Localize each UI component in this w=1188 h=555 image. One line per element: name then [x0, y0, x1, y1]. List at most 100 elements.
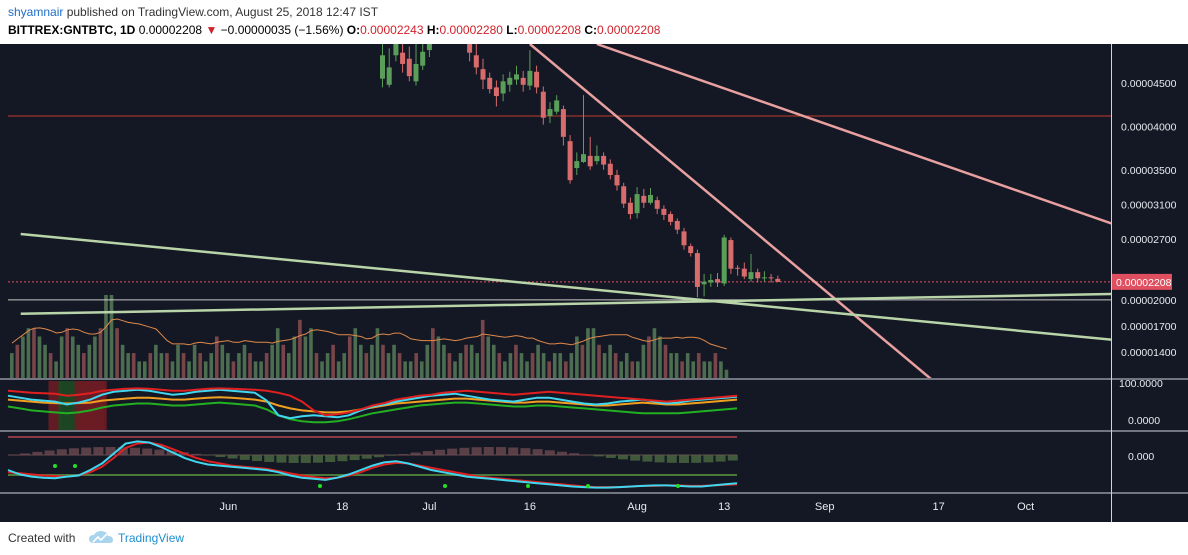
indicator-2-histogram-bar — [374, 455, 384, 458]
candle[interactable] — [560, 109, 566, 137]
time-axis-tick[interactable]: 17 — [932, 501, 944, 513]
candle[interactable] — [715, 279, 720, 283]
candle[interactable] — [500, 81, 506, 94]
candle[interactable] — [507, 77, 513, 85]
chart-svg[interactable]: 0.00004500 0.00004000 0.00003500 0.00003100… — [0, 44, 1188, 522]
candle[interactable] — [487, 77, 493, 90]
indicator-2-cyan-line — [7, 440, 738, 489]
candle[interactable] — [554, 100, 560, 112]
candle[interactable] — [601, 155, 607, 165]
price-axis-tick[interactable]: 0.00001400 — [1121, 347, 1177, 359]
price-axis-tick[interactable]: 0.00004000 — [1121, 121, 1177, 133]
candle[interactable] — [480, 69, 486, 80]
candle[interactable] — [540, 91, 546, 118]
candle[interactable] — [674, 220, 680, 230]
price-axis-tick[interactable]: 0.00003100 — [1121, 199, 1177, 211]
indicator-2-histogram-bar — [447, 448, 458, 455]
candle[interactable] — [708, 279, 714, 283]
candle[interactable] — [654, 200, 660, 209]
candle[interactable] — [581, 154, 586, 162]
price-axis-tick[interactable]: 0.00002000 — [1121, 295, 1177, 307]
candle[interactable] — [386, 67, 392, 85]
volume-bar — [137, 361, 142, 378]
candle[interactable] — [741, 268, 747, 277]
candle[interactable] — [761, 277, 767, 279]
candle[interactable] — [648, 194, 653, 203]
candle[interactable] — [594, 155, 600, 162]
time-axis-tick[interactable]: Sep — [815, 501, 835, 513]
volume-bar — [253, 361, 258, 378]
indicator-2-histogram-bar — [105, 447, 116, 455]
ascending-support-line[interactable] — [20, 292, 1167, 316]
candle[interactable] — [668, 214, 674, 222]
candle[interactable] — [567, 141, 573, 181]
volume-bar — [325, 353, 330, 378]
price-axis-tick[interactable]: 0.00003500 — [1121, 165, 1177, 177]
volume-bar — [608, 344, 612, 378]
candle[interactable] — [420, 51, 426, 66]
time-axis-tick[interactable]: 13 — [718, 501, 730, 513]
time-axis-tick[interactable]: Oct — [1017, 501, 1034, 513]
author-link[interactable]: shyamnair — [8, 5, 64, 19]
candle[interactable] — [493, 87, 499, 97]
candle[interactable] — [688, 246, 694, 254]
indicator-zone — [93, 381, 107, 430]
candle[interactable] — [534, 71, 540, 88]
indicator-2-histogram-bar — [313, 455, 323, 463]
volume-bar — [15, 344, 20, 378]
candle[interactable] — [748, 272, 754, 280]
descending-resistance-steep-line[interactable] — [529, 44, 932, 380]
candle[interactable] — [735, 267, 741, 269]
candle[interactable] — [520, 77, 526, 85]
volume-bar — [547, 361, 551, 378]
candle[interactable] — [721, 237, 727, 284]
price-axis-tick[interactable]: 0.00002700 — [1121, 234, 1177, 246]
tradingview-brand[interactable]: TradingView — [118, 531, 185, 545]
candle[interactable] — [768, 277, 774, 279]
descending-resistance-long-line[interactable] — [596, 44, 1167, 243]
candle[interactable] — [400, 52, 406, 64]
price-axis[interactable]: 0.00004500 0.00004000 0.00003500 0.00003100… — [1112, 78, 1177, 463]
descending-support-line[interactable] — [20, 232, 1167, 345]
candle[interactable] — [426, 44, 432, 51]
volume-bar — [270, 344, 274, 378]
candle[interactable] — [380, 55, 385, 79]
candle[interactable] — [661, 208, 667, 215]
candle[interactable] — [607, 163, 613, 175]
candle[interactable] — [473, 55, 479, 68]
symbol-label[interactable]: BITTREX:GNTBTC, 1D — [8, 23, 136, 37]
volume-bar — [641, 344, 646, 378]
time-axis[interactable]: Jun 18 Jul 16 Aug 13 Sep 17 Oct — [220, 501, 1035, 513]
candle[interactable] — [621, 186, 627, 204]
chart-area[interactable]: 0.00004500 0.00004000 0.00003500 0.00003100… — [0, 44, 1188, 522]
candle[interactable] — [467, 44, 473, 53]
trendlines[interactable] — [20, 44, 1167, 380]
candle[interactable] — [728, 240, 734, 269]
candle[interactable] — [775, 278, 781, 282]
time-axis-tick[interactable]: 16 — [524, 501, 536, 513]
candle[interactable] — [634, 194, 640, 214]
time-axis-tick[interactable]: Jul — [422, 501, 436, 513]
candle[interactable] — [547, 109, 553, 117]
candle[interactable] — [574, 161, 580, 169]
indicator-2-histogram-bar — [520, 448, 531, 455]
candle[interactable] — [627, 202, 633, 215]
candle[interactable] — [514, 74, 519, 80]
candle[interactable] — [755, 272, 761, 279]
candle[interactable] — [406, 58, 412, 77]
candles[interactable] — [380, 44, 781, 298]
price-axis-tick[interactable]: 0.00004500 — [1121, 78, 1177, 90]
candle[interactable] — [694, 253, 700, 287]
candle[interactable] — [587, 155, 593, 167]
price-axis-tick[interactable]: 0.00001700 — [1121, 321, 1177, 333]
candle[interactable] — [701, 281, 707, 285]
candle[interactable] — [614, 174, 620, 186]
candle[interactable] — [527, 70, 533, 86]
candle[interactable] — [681, 231, 687, 246]
candle[interactable] — [641, 195, 647, 203]
time-axis-tick[interactable]: 18 — [336, 501, 348, 513]
time-axis-tick[interactable]: Jun — [220, 501, 238, 513]
time-axis-tick[interactable]: Aug — [627, 501, 647, 513]
candle[interactable] — [413, 63, 419, 82]
candle[interactable] — [393, 44, 399, 56]
